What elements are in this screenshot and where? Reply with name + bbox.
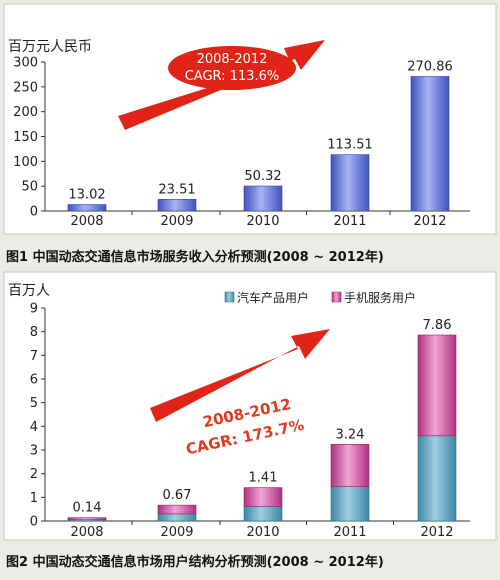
chart2-y-tick-label: 8 [30, 325, 38, 340]
chart1-x-tick-label: 2012 [413, 214, 446, 229]
chart1-bars: 13.02 23.51 50.32 113.51 270.86 [67, 59, 453, 212]
chart2-total-label: 3.24 [336, 427, 365, 442]
chart1-bar [410, 76, 450, 212]
chart1-bar [243, 185, 283, 212]
chart2-ylabel: 百万人 [8, 283, 50, 299]
chart2-bar-car [243, 506, 283, 522]
chart2-x-tick-label: 2011 [333, 525, 366, 540]
chart2-bar-mobile [67, 517, 107, 521]
legend-label-car: 汽车产品用户 [237, 290, 309, 305]
legend-swatch-car [224, 291, 235, 303]
chart2-bars: 0.14 0.67 1.41 3.24 7.86 [67, 318, 457, 522]
chart2-bar-mobile [330, 444, 370, 487]
chart2-caption: 图2 中国动态交通信息市场用户结构分析预测(2008 ~ 2012年) [6, 554, 384, 570]
chart1-y-tick-label: 50 [21, 180, 38, 195]
chart1-data-label: 113.51 [327, 138, 373, 153]
chart2-y-tick-label: 0 [30, 515, 38, 530]
chart2-total-label: 0.67 [163, 488, 192, 503]
legend-swatch-mobile [331, 291, 342, 303]
chart1-y-tick-label: 150 [13, 130, 38, 145]
chart1-data-label: 23.51 [158, 182, 195, 197]
chart2-x-tick-label: 2008 [70, 525, 103, 540]
chart2-total-label: 1.41 [249, 471, 278, 486]
chart2-bar-car [417, 435, 457, 522]
chart2-y-tick-label: 1 [30, 491, 38, 506]
chart1-x-tick-label: 2008 [70, 214, 103, 229]
chart1-bar [67, 204, 107, 212]
chart2-x-tick-label: 2012 [420, 525, 453, 540]
chart1-y-tick-label: 0 [30, 205, 38, 220]
chart1-cagr-line1: 2008-2012 [197, 52, 268, 67]
chart2-bar-car [330, 486, 370, 522]
chart1-caption: 图1 中国动态交通信息市场服务收入分析预测(2008 ~ 2012年) [6, 249, 384, 265]
chart2-total-label: 0.14 [73, 501, 102, 516]
chart2-y-tick-label: 5 [30, 396, 38, 411]
chart2-growth-arrow [150, 329, 330, 422]
chart2-y-tick-label: 2 [30, 467, 38, 482]
chart2-y-tick-label: 3 [30, 444, 38, 459]
chart1-data-label: 50.32 [244, 169, 281, 184]
chart2-x-tick-label: 2009 [160, 525, 193, 540]
chart2-axes: 0 1 2 3 4 5 6 7 8 9 2008 2009 2010 2011 2012 [30, 302, 470, 540]
chart1-y-tick-label: 300 [13, 56, 38, 71]
chart2-y-tick-label: 4 [30, 420, 38, 435]
chart2-bar-car [157, 513, 197, 522]
chart1-x-tick-label: 2011 [333, 214, 366, 229]
chart2-y-tick-label: 6 [30, 373, 38, 388]
chart2-total-label: 7.86 [423, 318, 452, 333]
chart2-y-tick-label: 9 [30, 302, 38, 317]
chart1-y-tick-label: 200 [13, 105, 38, 120]
chart2-y-tick-label: 7 [30, 349, 38, 364]
chart1-data-label: 270.86 [407, 59, 453, 74]
chart1-bar [330, 154, 370, 212]
chart2-bar-mobile [157, 504, 197, 515]
chart1-y-tick-label: 100 [13, 155, 38, 170]
chart1-ylabel: 百万元人民币 [8, 39, 92, 55]
chart1-data-label: 13.02 [68, 188, 105, 203]
chart2-bar-mobile [417, 334, 457, 437]
chart2-x-tick-label: 2010 [246, 525, 279, 540]
chart1-axes: 0 50 100 150 200 250 300 2008 2009 2010 2011 2012 [13, 56, 470, 229]
chart1-cagr-ellipse [168, 46, 296, 90]
chart1-x-tick-label: 2009 [160, 214, 193, 229]
chart1-y-tick-label: 250 [13, 80, 38, 95]
chart2-bar-mobile [243, 487, 283, 507]
chart1-bar [157, 199, 197, 212]
legend-label-mobile: 手机服务用户 [344, 290, 416, 305]
chart1-cagr-line2: CAGR: 113.6% [185, 69, 280, 84]
chart1-x-tick-label: 2010 [246, 214, 279, 229]
